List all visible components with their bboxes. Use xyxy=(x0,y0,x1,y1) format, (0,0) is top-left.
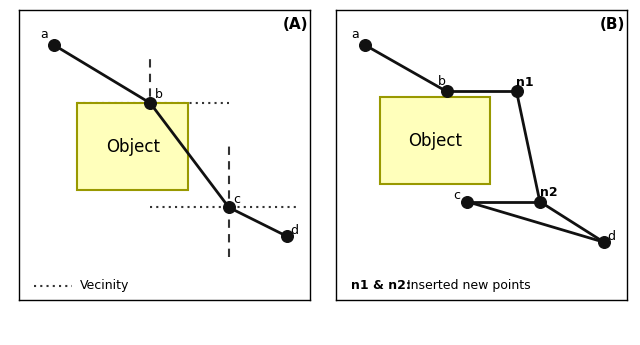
Text: Object: Object xyxy=(408,132,462,150)
Point xyxy=(442,89,452,94)
Text: b: b xyxy=(438,75,446,88)
Text: n2: n2 xyxy=(540,186,557,199)
Point xyxy=(511,89,522,94)
Text: n1: n1 xyxy=(516,76,534,89)
Text: a: a xyxy=(351,29,359,41)
Bar xyxy=(380,97,490,184)
Text: c: c xyxy=(453,189,460,202)
Point xyxy=(360,42,370,48)
Text: a: a xyxy=(40,29,48,41)
Bar xyxy=(77,103,188,190)
Text: (A): (A) xyxy=(283,17,308,32)
Point xyxy=(535,199,545,204)
Point xyxy=(599,239,609,245)
Text: d: d xyxy=(291,224,298,237)
Point xyxy=(282,234,292,239)
Text: c: c xyxy=(234,193,241,206)
Text: d: d xyxy=(607,230,615,243)
Point xyxy=(49,42,60,48)
Text: Vecinity: Vecinity xyxy=(81,279,130,292)
Text: n1 & n2:: n1 & n2: xyxy=(351,279,410,292)
Point xyxy=(224,205,234,210)
Text: Object: Object xyxy=(106,138,160,156)
Text: b: b xyxy=(154,88,163,101)
Text: Inserted new points: Inserted new points xyxy=(403,279,531,292)
Point xyxy=(462,199,472,204)
Text: (B): (B) xyxy=(600,17,625,32)
Point xyxy=(145,100,156,106)
